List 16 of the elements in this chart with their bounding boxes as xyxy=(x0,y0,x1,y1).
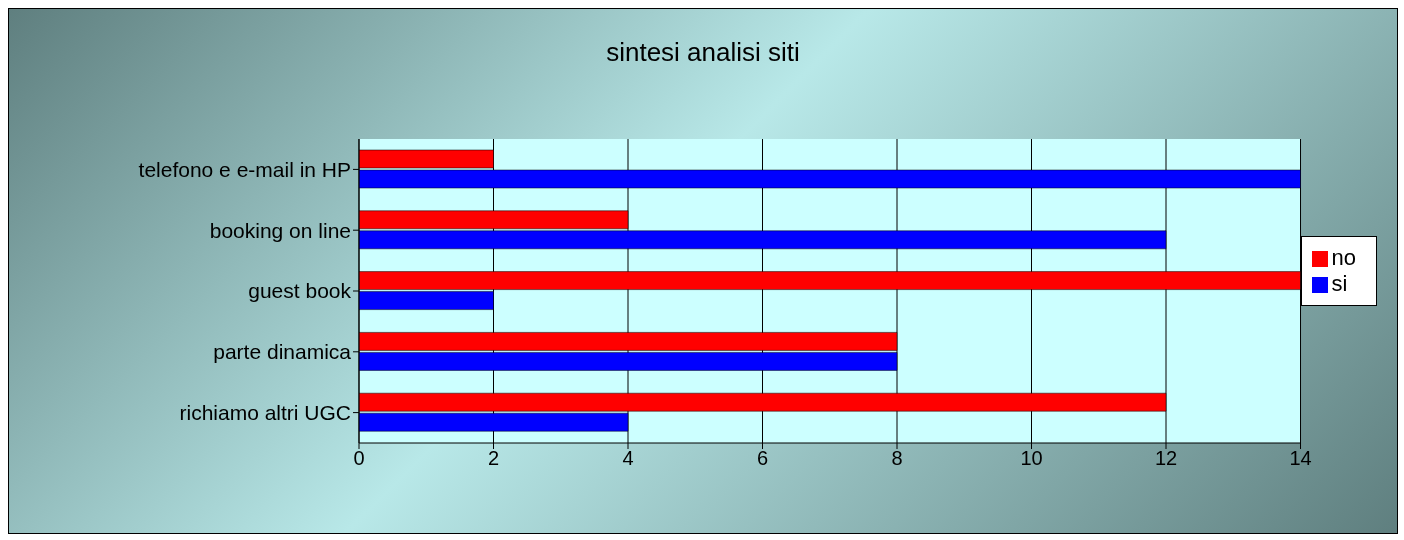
y-tick-label: parte dinamica xyxy=(213,340,352,364)
x-tick-label: 2 xyxy=(487,447,500,470)
y-tick-label: telefono e e-mail in HP xyxy=(138,157,351,181)
x-tick-label: 14 xyxy=(1289,447,1312,470)
y-tick-label: guest book xyxy=(248,279,352,303)
x-tick-label: 0 xyxy=(353,447,365,470)
x-tick-label: 8 xyxy=(891,447,903,470)
legend-label: no xyxy=(1331,245,1356,270)
y-tick-label: booking on line xyxy=(209,218,351,242)
x-tick-label: 10 xyxy=(1020,447,1043,470)
x-tick-label: 4 xyxy=(622,447,634,470)
legend-label: si xyxy=(1331,271,1348,296)
y-tick-label: richiamo altri UGC xyxy=(179,401,351,425)
x-tick-label: 12 xyxy=(1154,447,1178,470)
x-tick-label: 6 xyxy=(756,447,769,470)
chart-title: sintesi analisi siti xyxy=(605,37,801,68)
